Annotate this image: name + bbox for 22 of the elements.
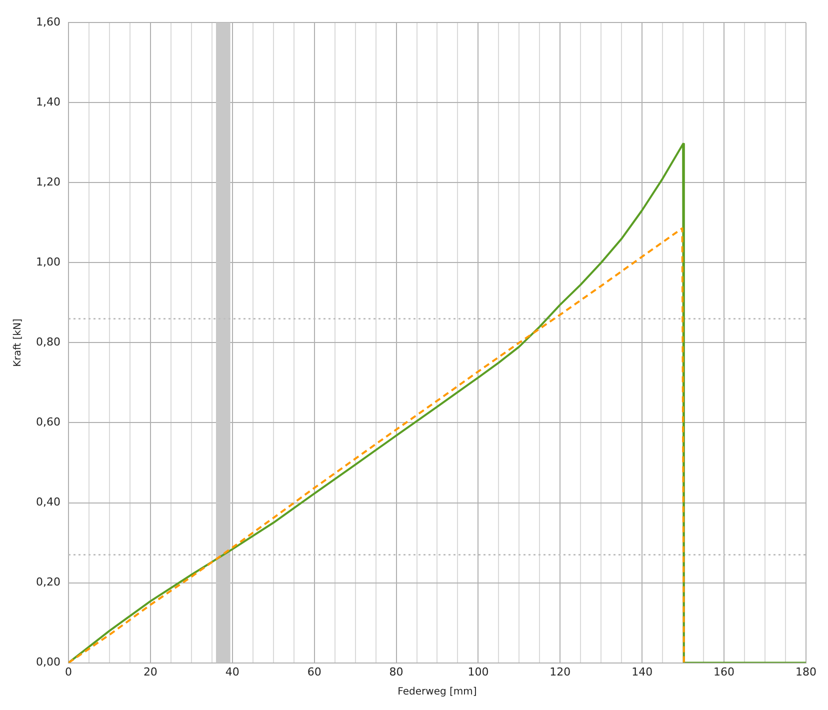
x-axis-title: Federweg [mm]	[398, 686, 477, 698]
x-tick-label: 100	[468, 665, 489, 678]
y-tick-label: 0,20	[36, 576, 60, 589]
y-tick-label: 1,40	[36, 95, 60, 108]
y-tick-label: 1,20	[36, 176, 60, 189]
x-tick-label: 180	[796, 665, 816, 678]
y-tick-label: 0,40	[36, 496, 60, 509]
x-tick-label: 120	[550, 665, 571, 678]
y-tick-label: 1,60	[36, 15, 60, 28]
x-tick-label: 20	[143, 665, 158, 678]
y-tick-label: 0,00	[36, 656, 60, 669]
y-axis-title: Kraft [kN]	[12, 318, 24, 367]
x-tick-label: 140	[632, 665, 653, 678]
x-tick-label: 0	[64, 665, 72, 678]
x-tick-label: 40	[225, 665, 240, 678]
x-tick-label: 60	[307, 665, 322, 678]
x-tick-label: 160	[714, 665, 735, 678]
x-tick-label: 80	[389, 665, 404, 678]
line-series	[68, 227, 685, 663]
y-tick-label: 0,80	[36, 336, 60, 349]
y-tick-label: 0,60	[36, 416, 60, 429]
y-tick-label: 1,00	[36, 256, 60, 269]
